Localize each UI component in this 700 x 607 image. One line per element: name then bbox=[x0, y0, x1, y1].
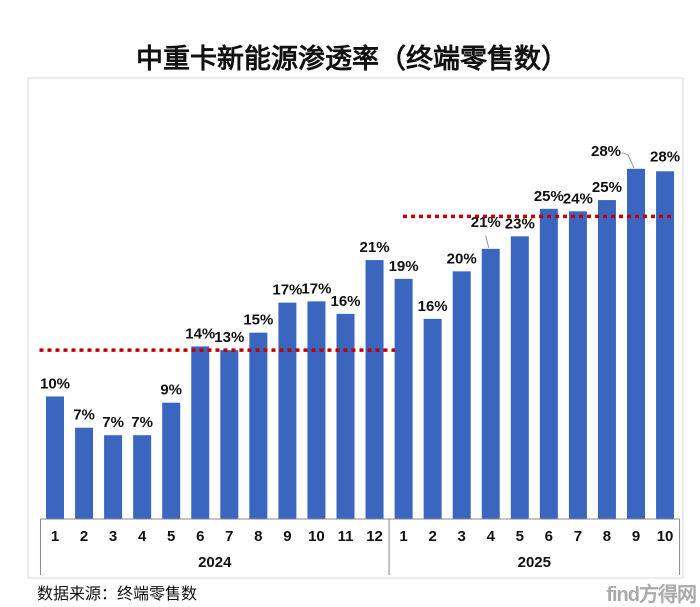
bar bbox=[568, 211, 587, 520]
bar bbox=[249, 332, 268, 519]
bar bbox=[75, 427, 94, 519]
data-label: 25% bbox=[534, 188, 564, 205]
data-label: 23% bbox=[505, 215, 535, 232]
x-tick-label: 11 bbox=[338, 528, 354, 545]
x-group-label: 2025 bbox=[518, 554, 551, 571]
x-tick-label: 2 bbox=[80, 528, 88, 545]
data-label: 21% bbox=[471, 214, 501, 231]
bar bbox=[394, 278, 413, 519]
bar bbox=[510, 236, 529, 519]
x-tick-label: 7 bbox=[225, 528, 233, 545]
data-label: 15% bbox=[243, 312, 273, 329]
bar bbox=[597, 200, 616, 520]
x-tick-label: 12 bbox=[366, 528, 383, 545]
bar bbox=[46, 396, 64, 519]
bar bbox=[162, 402, 181, 519]
x-tick-label: 8 bbox=[603, 528, 611, 545]
x-tick-label: 9 bbox=[283, 528, 291, 545]
x-tick-label: 6 bbox=[196, 528, 204, 545]
bar bbox=[365, 260, 384, 519]
x-tick-label: 1 bbox=[399, 528, 407, 545]
data-label: 7% bbox=[102, 414, 124, 431]
bar bbox=[539, 208, 558, 519]
x-group-label: 2024 bbox=[198, 554, 232, 571]
data-label: 16% bbox=[418, 298, 448, 315]
x-tick-label: 1 bbox=[51, 528, 59, 545]
leader-line bbox=[485, 235, 490, 248]
x-tick-label: 6 bbox=[545, 528, 553, 545]
data-label: 20% bbox=[447, 250, 477, 267]
watermark-logo: find方得网 bbox=[606, 584, 697, 606]
data-label: 21% bbox=[360, 239, 390, 256]
data-label: 24% bbox=[563, 190, 593, 207]
bar bbox=[133, 435, 152, 519]
bar bbox=[423, 318, 442, 519]
x-tick-label: 4 bbox=[487, 528, 496, 545]
x-tick-label: 10 bbox=[657, 528, 674, 545]
x-tick-label: 5 bbox=[167, 528, 175, 545]
data-label: 16% bbox=[330, 293, 360, 310]
data-label: 17% bbox=[301, 280, 331, 297]
x-tick-label: 3 bbox=[458, 528, 466, 545]
bar bbox=[220, 350, 239, 519]
x-tick-label: 7 bbox=[574, 528, 582, 545]
bar bbox=[104, 435, 123, 519]
bar bbox=[191, 346, 210, 519]
data-label: 10% bbox=[40, 375, 70, 392]
data-label: 7% bbox=[131, 414, 153, 431]
bar bbox=[481, 248, 500, 519]
bar bbox=[336, 313, 355, 519]
data-label: 28% bbox=[650, 148, 680, 165]
x-tick-label: 2 bbox=[428, 528, 436, 545]
x-tick-label: 4 bbox=[138, 528, 147, 545]
data-label: 19% bbox=[389, 258, 419, 275]
source-note: 数据来源：终端零售数 bbox=[37, 586, 198, 603]
x-tick-label: 9 bbox=[632, 528, 640, 545]
bar bbox=[307, 301, 326, 519]
data-label: 7% bbox=[73, 407, 95, 424]
chart-frame bbox=[27, 77, 684, 579]
data-label: 28% bbox=[591, 143, 621, 160]
x-tick-label: 3 bbox=[109, 528, 117, 545]
leader-line bbox=[621, 152, 635, 169]
bar bbox=[452, 271, 471, 519]
data-label: 14% bbox=[185, 325, 215, 342]
bar bbox=[627, 168, 645, 519]
data-label: 9% bbox=[160, 382, 182, 399]
x-tick-label: 5 bbox=[516, 528, 524, 545]
data-label: 17% bbox=[272, 282, 302, 299]
data-label: 13% bbox=[214, 329, 244, 346]
x-tick-label: 8 bbox=[254, 528, 262, 545]
data-label: 25% bbox=[592, 179, 622, 196]
bar bbox=[656, 171, 675, 519]
x-tick-label: 10 bbox=[308, 528, 325, 545]
bar bbox=[278, 302, 297, 519]
chart-title: 中重卡新能源渗透率（终端零售数） bbox=[136, 43, 568, 74]
